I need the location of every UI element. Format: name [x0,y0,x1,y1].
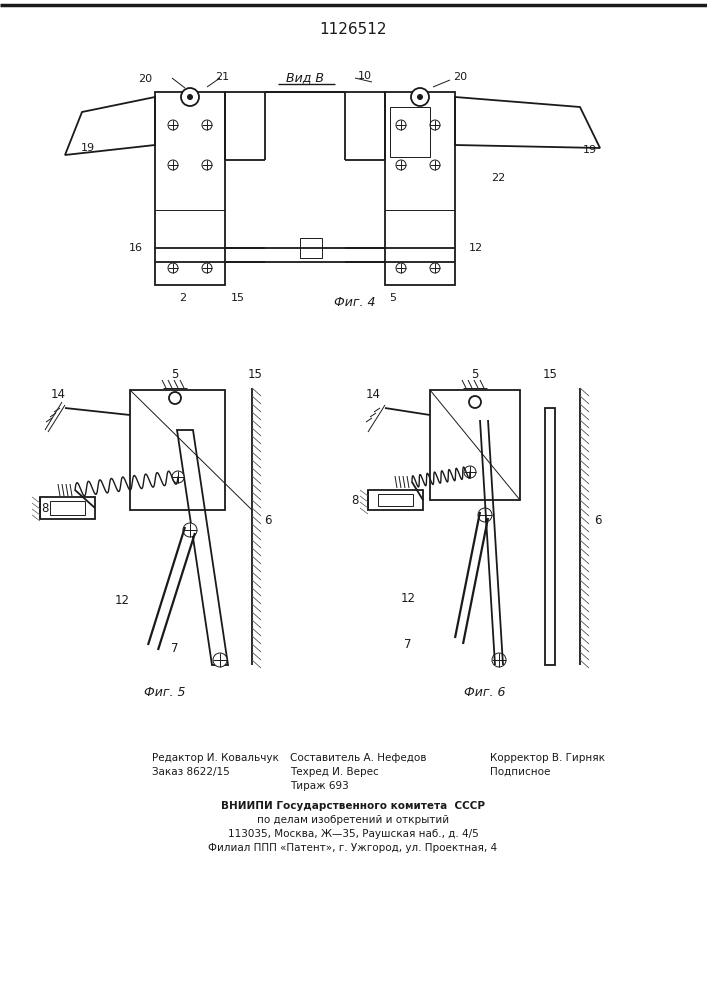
Circle shape [181,88,199,106]
Circle shape [202,263,212,273]
Text: 16: 16 [129,243,143,253]
Circle shape [202,120,212,130]
Text: Подписное: Подписное [490,767,550,777]
Text: Заказ 8622/15: Заказ 8622/15 [152,767,230,777]
Text: 8: 8 [41,502,49,514]
Circle shape [396,120,406,130]
Circle shape [396,160,406,170]
Text: Фиг. 4: Фиг. 4 [334,296,375,310]
Text: Техред И. Верес: Техред И. Верес [290,767,379,777]
Text: Составитель А. Нефедов: Составитель А. Нефедов [290,753,426,763]
Text: 15: 15 [247,368,262,381]
Circle shape [418,95,423,100]
Text: 21: 21 [215,72,229,82]
Circle shape [464,466,476,478]
Text: 19: 19 [81,143,95,153]
Text: 12: 12 [469,243,483,253]
Text: 113035, Москва, Ж—35, Раушская наб., д. 4/5: 113035, Москва, Ж—35, Раушская наб., д. … [228,829,479,839]
Bar [545,408,555,665]
Text: 5: 5 [390,293,397,303]
Bar [368,490,423,510]
Text: 20: 20 [453,72,467,82]
Text: 7: 7 [171,642,179,654]
Text: Тираж 693: Тираж 693 [290,781,349,791]
Circle shape [168,263,178,273]
Circle shape [469,396,481,408]
Text: Филиал ППП «Патент», г. Ужгород, ул. Проектная, 4: Филиал ППП «Патент», г. Ужгород, ул. Про… [209,843,498,853]
Bar [130,390,225,510]
Circle shape [430,263,440,273]
Text: 14: 14 [366,388,380,401]
Text: 2: 2 [180,293,187,303]
Text: 5: 5 [171,368,179,381]
Text: 20: 20 [138,74,152,84]
Bar [385,92,455,285]
Text: Фиг. 6: Фиг. 6 [464,686,506,700]
Text: 7: 7 [404,639,411,652]
Bar [390,107,430,157]
Bar [430,390,520,500]
Circle shape [396,263,406,273]
Text: 12: 12 [400,591,416,604]
Bar [378,494,413,506]
Text: 8: 8 [351,493,358,506]
Text: Корректор В. Гирняк: Корректор В. Гирняк [490,753,605,763]
Text: 19: 19 [583,145,597,155]
Text: 5: 5 [472,368,479,381]
Text: Вид В: Вид В [286,72,324,85]
Circle shape [202,160,212,170]
Circle shape [172,471,184,483]
Circle shape [168,120,178,130]
Circle shape [411,88,429,106]
Bar [40,497,95,519]
Circle shape [478,508,492,522]
Text: 22: 22 [491,173,505,183]
Circle shape [187,95,192,100]
Text: 12: 12 [115,593,129,606]
Circle shape [183,523,197,537]
Text: 6: 6 [595,514,602,526]
Text: 6: 6 [264,514,271,526]
Text: 10: 10 [358,71,372,81]
Bar [300,238,322,258]
Circle shape [430,160,440,170]
Text: 14: 14 [50,388,66,401]
Bar [155,92,225,285]
Text: 1126512: 1126512 [320,22,387,37]
Text: Редактор И. Ковальчук: Редактор И. Ковальчук [152,753,279,763]
Text: Фиг. 5: Фиг. 5 [144,686,186,700]
Circle shape [492,653,506,667]
Circle shape [169,392,181,404]
Bar [50,501,85,515]
Circle shape [213,653,227,667]
Text: 15: 15 [231,293,245,303]
Text: 15: 15 [542,368,557,381]
Circle shape [430,120,440,130]
Text: ВНИИПИ Государственного комитета  СССР: ВНИИПИ Государственного комитета СССР [221,801,485,811]
Circle shape [168,160,178,170]
Text: по делам изобретений и открытий: по делам изобретений и открытий [257,815,449,825]
